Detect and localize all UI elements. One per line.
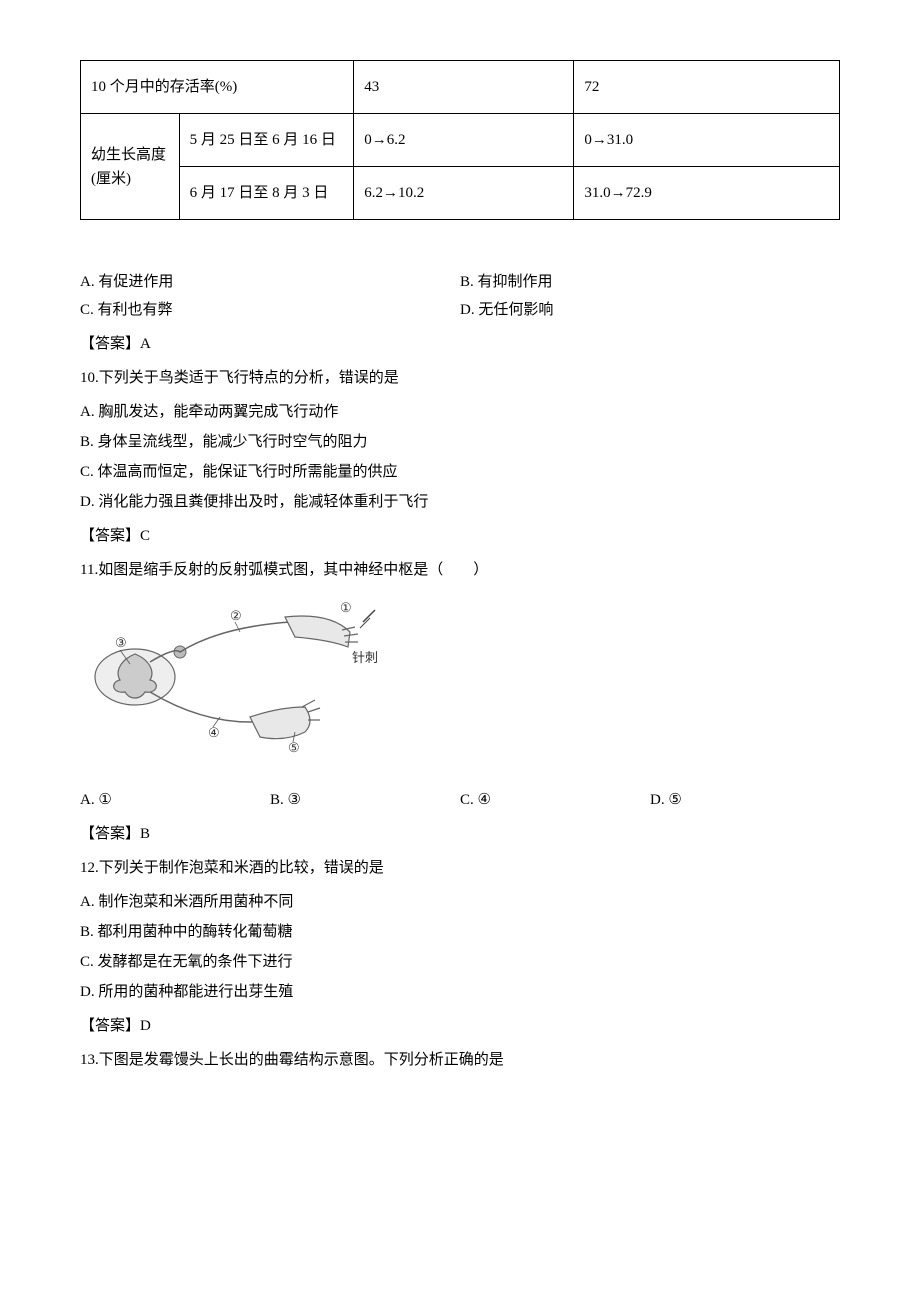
q11-answer: 【答案】B [80,822,840,846]
q10-answer: 【答案】C [80,524,840,548]
table-cell: 5 月 25 日至 6 月 16 日 [179,114,354,167]
option-c: C. 有利也有弊 [80,298,460,322]
option-d: D. 无任何影响 [460,298,840,322]
option-d: D. ⑤ [650,788,840,812]
option-a: A. 胸肌发达，能牵动两翼完成飞行动作 [80,400,840,424]
q9-options-row2: C. 有利也有弊 D. 无任何影响 [80,298,840,322]
option-a: A. 有促进作用 [80,270,460,294]
needle-label: 针刺 [352,650,378,665]
data-table: 10 个月中的存活率(%) 43 72 幼生长高度(厘米) 5 月 25 日至 … [80,60,840,220]
option-b: B. 身体呈流线型，能减少飞行时空气的阻力 [80,430,840,454]
option-c: C. ④ [460,788,650,812]
q13-stem: 13.下图是发霉馒头上长出的曲霉结构示意图。下列分析正确的是 [80,1048,840,1072]
svg-text:⑤: ⑤ [288,740,300,755]
q9-options-row1: A. 有促进作用 B. 有抑制作用 [80,270,840,294]
option-d: D. 所用的菌种都能进行出芽生殖 [80,980,840,1004]
table-cell: 幼生长高度(厘米) [81,114,180,220]
q12-stem: 12.下列关于制作泡菜和米酒的比较，错误的是 [80,856,840,880]
svg-text:④: ④ [208,725,220,740]
option-c: C. 体温高而恒定，能保证飞行时所需能量的供应 [80,460,840,484]
q11-options: A. ① B. ③ C. ④ D. ⑤ [80,788,840,812]
option-b: B. 有抑制作用 [460,270,840,294]
q10-stem: 10.下列关于鸟类适于飞行特点的分析，错误的是 [80,366,840,390]
q12-answer: 【答案】D [80,1014,840,1038]
table-cell: 72 [574,61,840,114]
option-d: D. 消化能力强且粪便排出及时，能减轻体重利于飞行 [80,490,840,514]
option-b: B. 都利用菌种中的酶转化葡萄糖 [80,920,840,944]
table-cell: 43 [354,61,574,114]
option-c: C. 发酵都是在无氧的条件下进行 [80,950,840,974]
table-cell: 10 个月中的存活率(%) [81,61,354,114]
svg-text:③: ③ [115,635,127,650]
reflex-arc-diagram: 针刺 ① ② ③ ④ ⑤ [80,592,840,780]
option-b: B. ③ [270,788,460,812]
q9-answer: 【答案】A [80,332,840,356]
option-a: A. ① [80,788,270,812]
option-a: A. 制作泡菜和米酒所用菌种不同 [80,890,840,914]
table-cell: 0→6.2 [354,114,574,167]
q11-stem: 11.如图是缩手反射的反射弧模式图，其中神经中枢是（ ） [80,558,840,582]
table-cell: 6.2→10.2 [354,167,574,220]
svg-text:②: ② [230,608,242,623]
table-cell: 0→31.0 [574,114,840,167]
table-cell: 31.0→72.9 [574,167,840,220]
table-cell: 6 月 17 日至 8 月 3 日 [179,167,354,220]
svg-text:①: ① [340,600,352,615]
